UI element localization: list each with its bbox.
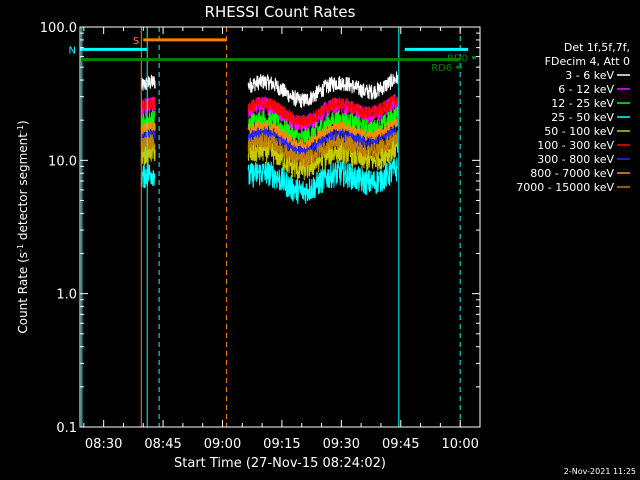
legend-header-1: Det 1f,5f,7f,: [564, 41, 630, 54]
legend-label-5: 50 - 100 keV: [544, 125, 614, 138]
x-tick-label-7: 10:00: [441, 437, 478, 452]
series-line-6-seg-2: [247, 94, 398, 128]
flag-label-2: N: [69, 45, 76, 56]
y-tick-label-3: 10.0: [48, 154, 77, 169]
legend-label-7: 300 - 800 keV: [537, 153, 614, 166]
series-9: [140, 130, 399, 168]
legend-label-9: 7000 - 15000 keV: [516, 181, 614, 194]
flag-label-1: S: [133, 36, 139, 47]
plot-content: [80, 27, 477, 427]
series-line-5-seg-1: [140, 139, 156, 166]
series-line-4-seg-2: [247, 157, 399, 205]
x-axis-label: Start Time (27-Nov-15 08:24:02): [174, 456, 386, 471]
x-tick-label-4: 09:15: [263, 437, 300, 452]
legend-label-1: 3 - 6 keV: [565, 69, 614, 82]
legend-label-3: 12 - 25 keV: [551, 97, 614, 110]
series-4: [140, 157, 399, 205]
legend-label-6: 100 - 300 keV: [537, 139, 614, 152]
series-line-4-seg-1: [140, 162, 156, 189]
chart-title: RHESSI Count Rates: [205, 3, 356, 21]
y-tick-label-1: 0.1: [56, 421, 77, 436]
series-1: [140, 71, 399, 109]
y-axis-label-part-1: Count Rate (s: [16, 252, 30, 334]
x-tick-label-3: 09:00: [204, 437, 241, 452]
legend-label-4: 25 - 50 keV: [551, 111, 614, 124]
y-tick-label-2: 1.0: [56, 288, 77, 303]
x-axis-ticks: 08:30 08:45 09:00 09:15 09:30 09:45 10:00: [83, 27, 481, 452]
legend-label-8: 800 - 7000 keV: [530, 167, 614, 180]
y-axis-label-part-5: ): [16, 120, 30, 125]
series-line-2-seg-2: [247, 94, 399, 133]
y-axis-label-part-3: detector segment: [16, 133, 30, 244]
series-line-9-seg-1: [140, 134, 156, 152]
legend-header-2: FDecim 4, Att 0: [545, 55, 630, 68]
y-axis-label-part-4: -1: [16, 125, 25, 133]
plot-frame: [79, 26, 481, 428]
series-line-5-seg-2: [247, 134, 399, 181]
x-tick-label-2: 08:45: [144, 437, 181, 452]
y-axis-ticks: 0.1 1.0 10.0 100.0: [40, 21, 480, 436]
series-5: [140, 134, 399, 181]
y-tick-label-4: 100.0: [40, 21, 77, 36]
series-line-1-seg-1: [140, 74, 156, 91]
y-axis-label: Count Rate (s-1 detector segment-1): [16, 120, 31, 333]
x-tick-label-5: 09:30: [323, 437, 360, 452]
footer-date: 2-Nov-2021 11:25: [564, 467, 636, 476]
flag-label-5: RD6: [431, 63, 452, 74]
series-line-1-seg-2: [247, 71, 399, 109]
x-tick-label-6: 09:45: [382, 437, 419, 452]
series-line-3-seg-1: [140, 110, 156, 133]
flag-label-6: RD0: [447, 54, 468, 65]
series-6: [140, 94, 398, 128]
legend-label-2: 6 - 12 keV: [558, 83, 614, 96]
series-line-6-seg-1: [140, 96, 156, 111]
series-line-8-seg-2: [247, 117, 399, 150]
series-line-9-seg-2: [247, 130, 399, 168]
series-line-8-seg-1: [140, 121, 156, 135]
x-tick-label-1: 08:30: [85, 437, 122, 452]
series-8: [140, 117, 399, 150]
y-axis-label-part-2: -1: [16, 244, 25, 252]
